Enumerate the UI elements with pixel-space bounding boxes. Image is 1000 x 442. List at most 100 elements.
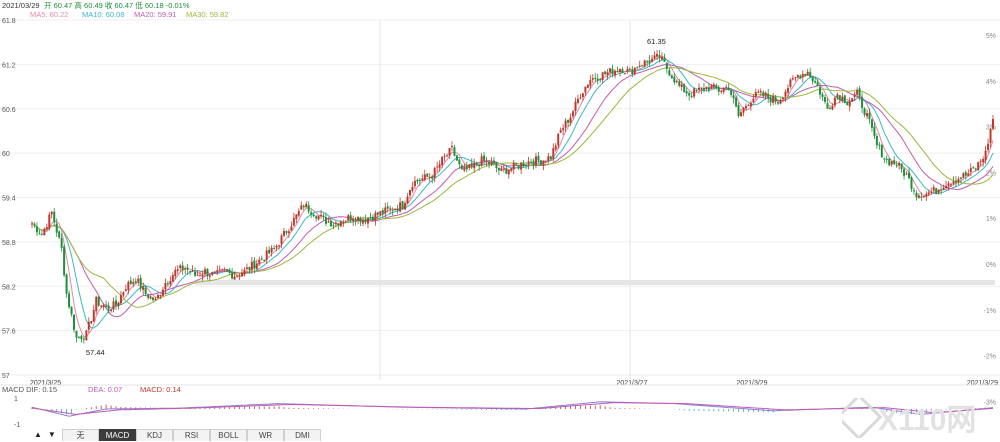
tab-kdj[interactable]: KDJ [136, 429, 173, 441]
candle-body [347, 215, 350, 221]
candle-body [742, 107, 745, 113]
base-price-band [195, 280, 995, 285]
candle-body [354, 220, 357, 222]
candle-body [495, 163, 498, 168]
candle-body [43, 228, 46, 236]
tab-wr[interactable]: WR [247, 429, 284, 441]
tab-macd[interactable]: MACD [99, 429, 136, 441]
y-right-tick-label: -3% [984, 399, 996, 406]
candle-body [702, 87, 705, 91]
candle-body [184, 268, 187, 270]
candle-body [670, 75, 673, 79]
candle-body [836, 94, 839, 98]
arrow-up-button[interactable]: ▲ [34, 430, 42, 439]
candle-body [559, 130, 562, 133]
candle-body [406, 196, 409, 204]
candle-body [152, 297, 155, 301]
tab-dmi[interactable]: DMI [284, 429, 321, 441]
candle-body [337, 223, 340, 226]
y-right-tick-label: 0% [986, 262, 996, 269]
candle-body [915, 192, 918, 198]
candle-body [905, 173, 908, 175]
candle-body [636, 67, 639, 69]
candle-body [824, 97, 827, 102]
candle-body [722, 87, 725, 92]
candle-body [641, 65, 644, 67]
candle-body [250, 261, 253, 271]
candle-body [947, 183, 950, 187]
candle-body [181, 265, 184, 271]
candle-body [786, 87, 789, 93]
candle-body [660, 56, 663, 60]
candle-body [132, 282, 135, 285]
candle-body [278, 245, 281, 247]
candle-body [159, 295, 162, 297]
candle-body [320, 214, 323, 217]
candle-body [799, 75, 802, 79]
candle-body [542, 160, 545, 166]
candle-body [581, 93, 584, 98]
candle-body [465, 166, 468, 170]
candle-body [270, 247, 273, 253]
candle-body [752, 98, 755, 103]
candle-body [695, 89, 698, 91]
candle-body [534, 156, 537, 166]
ma20-line [31, 64, 994, 318]
candle-body [599, 79, 602, 81]
candle-body [690, 95, 693, 97]
y-tick-label: 61.8 [2, 18, 16, 25]
candle-body [507, 170, 510, 175]
candle-body [979, 160, 982, 162]
candle-body [342, 222, 345, 224]
candle-body [828, 107, 831, 109]
candle-body [569, 117, 572, 123]
candle-body [604, 71, 607, 75]
candle-body [861, 97, 864, 109]
candle-body [707, 87, 710, 90]
candle-body [806, 71, 809, 76]
candle-body [512, 162, 515, 170]
candle-body [732, 95, 735, 99]
candle-body [977, 162, 980, 171]
y-tick-label: 57.6 [2, 329, 16, 336]
tab-none[interactable]: 无 [62, 429, 99, 441]
ma5-line [31, 55, 994, 338]
candle-body [473, 163, 476, 169]
candle-body [255, 263, 258, 270]
y-axis-right: 5% 4% 3% 2% 1% 0% -1% -2% -3% [984, 33, 996, 406]
candle-body [100, 305, 103, 307]
y-right-tick-label: 2% [986, 170, 996, 177]
candle-body [124, 289, 127, 292]
candle-body [779, 99, 782, 104]
tab-boll[interactable]: BOLL [210, 429, 247, 441]
candle-body [969, 168, 972, 173]
candle-body [82, 338, 85, 340]
candle-body [878, 144, 881, 146]
candle-body [315, 216, 318, 219]
candle-body [866, 113, 869, 117]
candle-body [984, 150, 987, 161]
candle-body [433, 168, 436, 178]
candle-body [562, 128, 565, 131]
candle-body [455, 155, 458, 161]
candle-body [762, 92, 765, 97]
candle-body [374, 212, 377, 222]
candle-body [218, 269, 221, 271]
tab-rsi[interactable]: RSI [173, 429, 210, 441]
candle-body [189, 271, 192, 273]
candle-body [747, 105, 750, 107]
candle-body [502, 168, 505, 170]
candle-body [72, 314, 75, 330]
candle-body [959, 177, 962, 179]
candle-body [717, 87, 720, 92]
candle-body [438, 164, 441, 168]
candle-body [280, 235, 283, 244]
arrow-down-button[interactable]: ▼ [47, 430, 56, 439]
candle-body [539, 160, 542, 165]
candle-body [791, 78, 794, 80]
candle-body [757, 91, 760, 93]
candle-body [58, 231, 61, 238]
candle-body [772, 96, 775, 103]
candle-body [127, 281, 130, 290]
candle-body [937, 189, 940, 193]
